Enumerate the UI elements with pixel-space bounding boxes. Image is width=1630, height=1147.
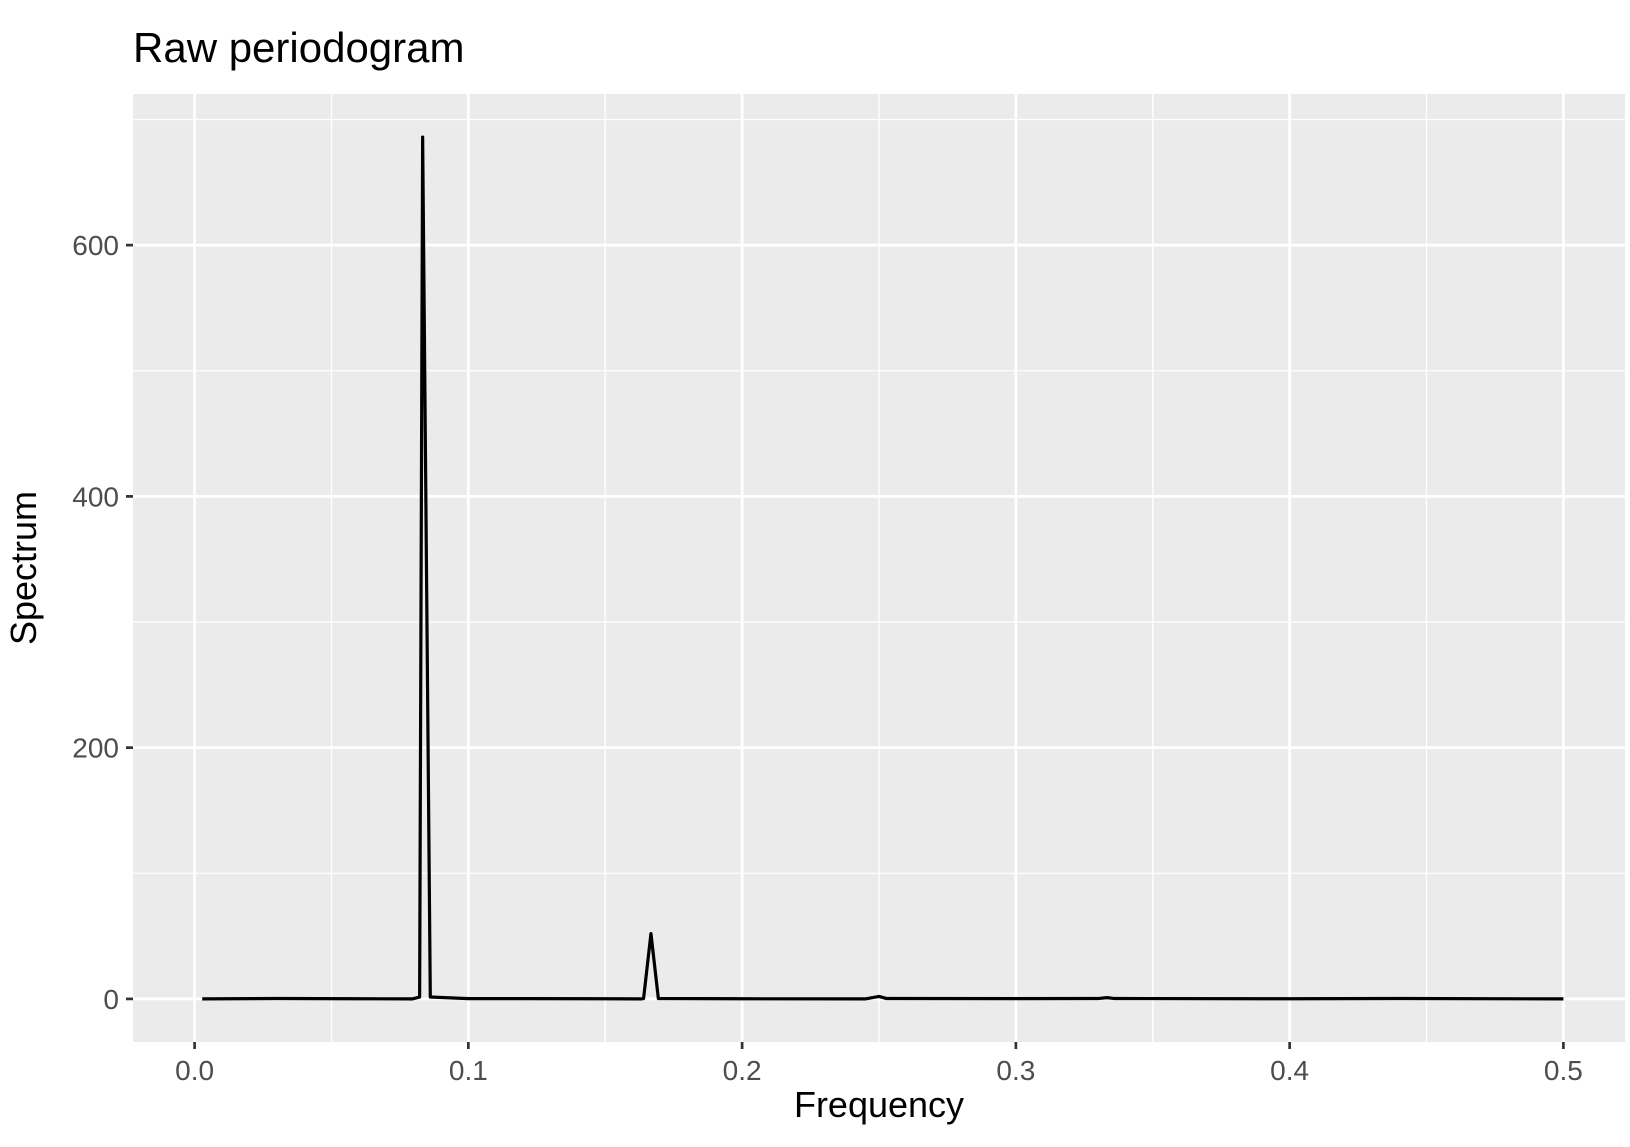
x-tick-labels: 0.0 0.1 0.2 0.3 0.4 0.5 [175,1055,1583,1086]
series-layer [202,135,1564,1001]
chart-title: Raw periodogram [133,24,465,71]
x-tick-label: 0.5 [1544,1055,1583,1086]
y-axis-title: Spectrum [3,491,44,645]
x-tick-label: 0.3 [996,1055,1035,1086]
y-tick-label: 600 [72,230,119,261]
y-tick-label: 0 [103,984,119,1015]
series-line [202,135,1564,1001]
y-tick-labels: 0 200 400 600 [72,230,119,1015]
y-tick-label: 200 [72,733,119,764]
axis-ticks [126,243,1565,1049]
x-tick-label: 0.0 [175,1055,214,1086]
x-tick-label: 0.1 [449,1055,488,1086]
x-tick-label: 0.4 [1270,1055,1309,1086]
minor-gridlines [133,94,1625,1042]
x-tick-label: 0.2 [723,1055,762,1086]
x-axis-title: Frequency [794,1084,964,1125]
y-tick-label: 400 [72,481,119,512]
